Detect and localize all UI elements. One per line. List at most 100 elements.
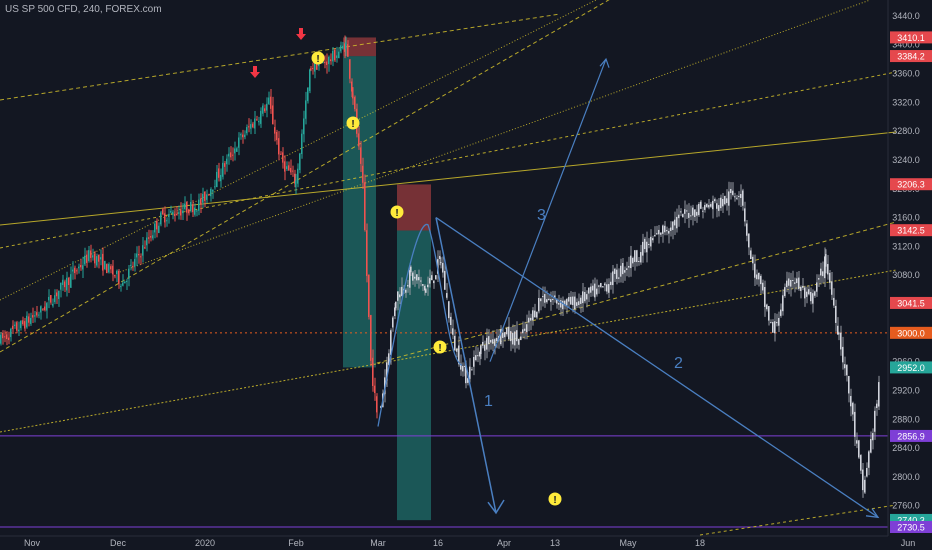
projection-candle <box>606 284 608 292</box>
candle <box>295 180 297 187</box>
projection-candle <box>380 406 382 408</box>
projection-candle <box>628 265 630 268</box>
candle <box>266 103 268 111</box>
y-tick-label: 2840.0 <box>892 443 920 453</box>
projection-candle <box>552 298 554 301</box>
candle <box>332 50 334 62</box>
projection-candle <box>742 190 744 206</box>
candle <box>150 236 152 238</box>
candle <box>6 334 8 340</box>
candle <box>138 253 140 256</box>
candle <box>176 213 178 216</box>
y-tick-label: 3080.0 <box>892 270 920 280</box>
candle <box>144 247 146 249</box>
candle <box>220 174 222 182</box>
candle <box>252 123 254 128</box>
projection-candle <box>422 284 424 286</box>
projection-candle <box>514 331 516 346</box>
projection-candle <box>708 205 710 208</box>
price-label: 3410.1 <box>897 33 925 43</box>
zone-stop-2 <box>397 184 431 231</box>
candle <box>132 265 134 267</box>
projection-candle <box>794 282 796 284</box>
candle <box>94 253 96 264</box>
projection-curve <box>377 224 463 427</box>
projection-candle <box>780 309 782 316</box>
trend-line <box>0 131 897 226</box>
candle <box>102 253 104 271</box>
projection-candle <box>431 275 433 281</box>
projection-candle <box>540 298 542 302</box>
projection-candle <box>864 479 866 493</box>
candle <box>72 269 74 272</box>
candle <box>184 203 186 209</box>
candle <box>240 134 242 136</box>
projection-candle <box>684 209 686 214</box>
trend-line <box>0 0 598 301</box>
projection-candle <box>856 440 858 444</box>
projection-candle <box>446 293 448 298</box>
projection-candle <box>772 322 774 333</box>
candle <box>32 315 34 318</box>
projection-candle <box>760 275 762 285</box>
projection-candle <box>706 204 708 207</box>
candle <box>66 277 68 291</box>
projection-candle <box>452 328 454 335</box>
projection-candle <box>427 284 429 288</box>
candle <box>128 268 130 279</box>
y-tick-label: 3400.0 <box>892 40 920 50</box>
candle <box>98 254 100 262</box>
projection-candle <box>812 293 814 304</box>
projection-candle <box>640 252 642 263</box>
projection-candle <box>692 207 694 216</box>
projection-candle <box>624 270 626 273</box>
projection-candle <box>842 346 844 363</box>
projection-candle <box>532 310 534 321</box>
trend-lines <box>0 0 897 536</box>
candle <box>284 161 286 172</box>
projection-candle <box>716 203 718 209</box>
candle <box>330 59 332 62</box>
projection-candle <box>504 332 506 338</box>
candle <box>18 329 20 332</box>
projection-candle <box>473 357 475 367</box>
candle <box>112 265 114 275</box>
candle <box>338 51 340 59</box>
candle <box>288 165 290 171</box>
projection-candle <box>594 283 596 298</box>
candle <box>198 199 200 211</box>
projection-candle <box>442 262 444 273</box>
projection-candle <box>612 271 614 286</box>
projection-candle <box>562 300 564 310</box>
candle <box>272 105 274 125</box>
projection-candle <box>586 294 588 300</box>
projection-candle <box>835 305 837 323</box>
candle <box>362 165 364 183</box>
candle <box>318 63 320 67</box>
candle <box>164 213 166 223</box>
projection-candle <box>662 225 664 234</box>
projection-candle <box>632 257 634 264</box>
projection-candle <box>770 322 772 324</box>
projection-candle <box>397 291 399 301</box>
projection-candle <box>584 291 586 302</box>
projection-candle <box>754 263 756 278</box>
candle <box>82 265 84 270</box>
candle <box>108 264 110 273</box>
candle <box>307 87 309 102</box>
candle <box>186 202 188 213</box>
projection-candle <box>862 469 864 491</box>
candle <box>286 166 288 170</box>
projection-candle <box>630 255 632 269</box>
candle <box>146 237 148 246</box>
candle <box>96 256 98 266</box>
candle <box>294 173 296 184</box>
y-tick-label: 3160.0 <box>892 213 920 223</box>
projection-candle <box>664 225 666 233</box>
candle <box>90 250 92 258</box>
projection-candle <box>756 274 758 280</box>
candle <box>352 93 354 99</box>
candle <box>244 134 246 138</box>
price-label: 3041.5 <box>897 298 925 308</box>
